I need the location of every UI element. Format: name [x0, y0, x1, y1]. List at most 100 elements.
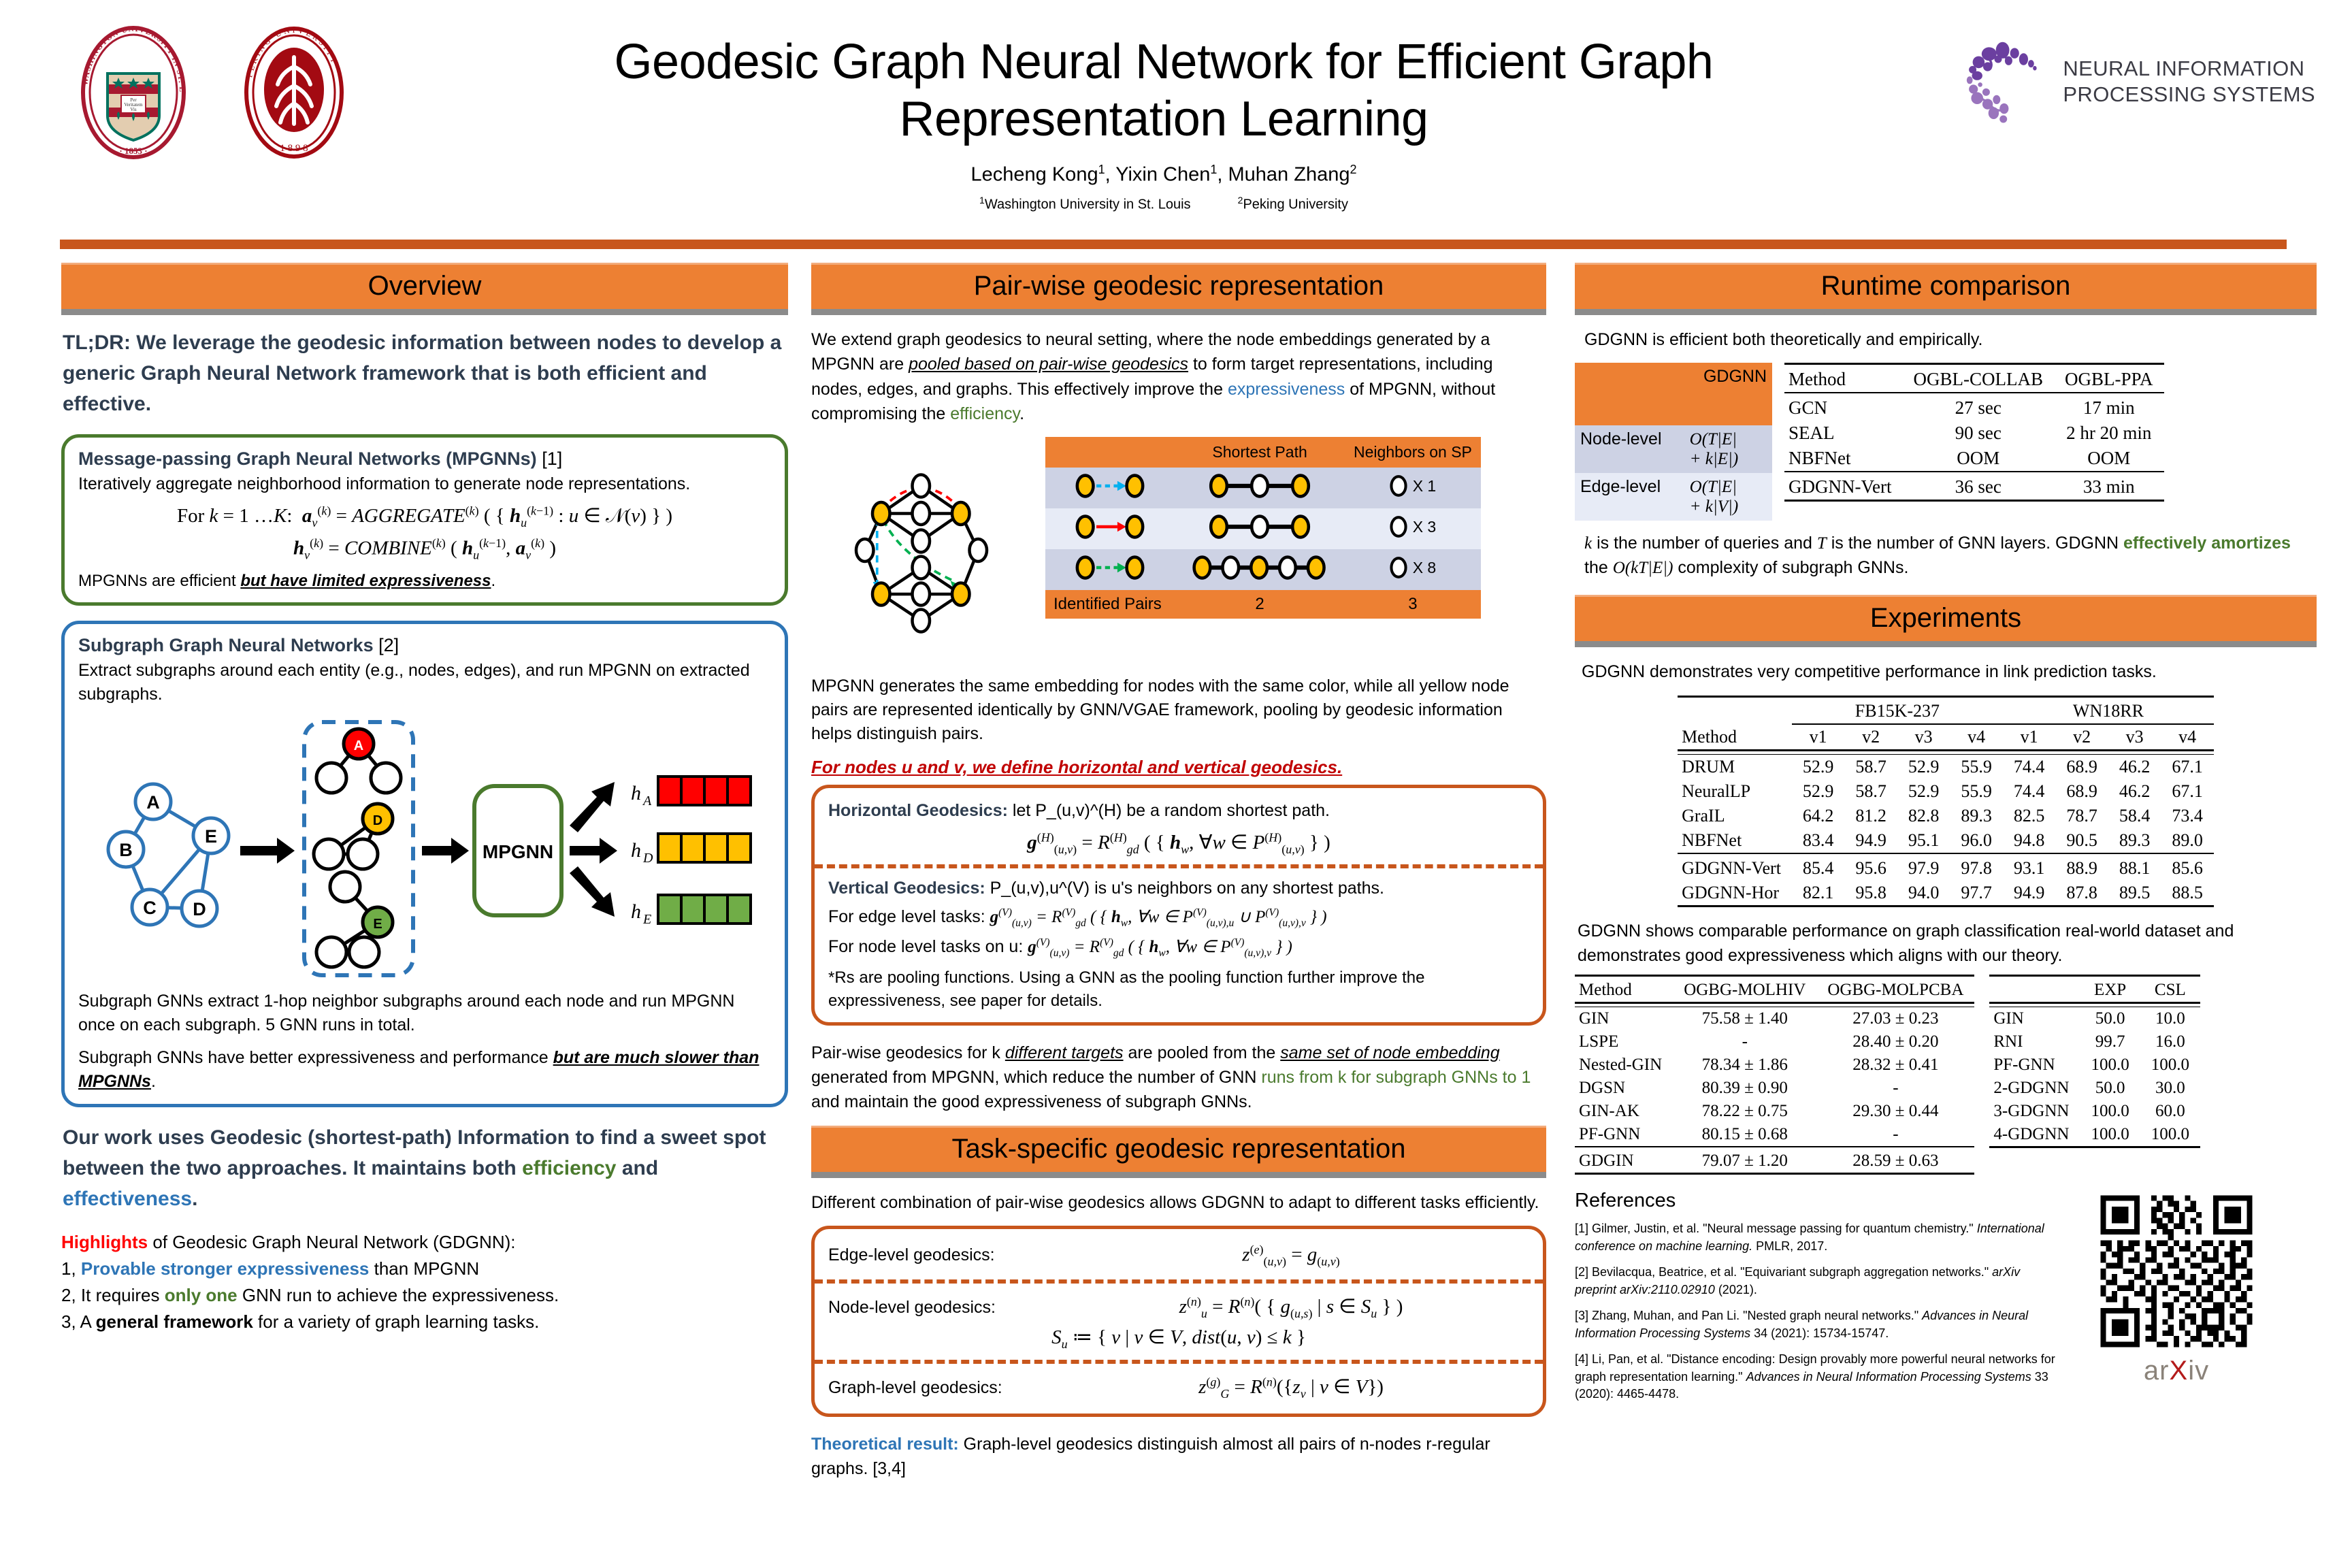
link-neurallp-fb-v3: 52.9	[1908, 781, 1940, 801]
runtime-intro: GDGNN is efficient both theoretically an…	[1584, 330, 1983, 349]
table-row: GIN-AK 78.22 ± 0.75 29.30 ± 0.44	[1575, 1100, 1974, 1123]
sp-neighbors-count-2: X 3	[1412, 517, 1437, 536]
mol-ginak-molhiv: 78.22 ± 0.75	[1701, 1101, 1788, 1120]
left-logos: Per Veritatem Vis · 1853 · WASHINGTON UN…	[65, 24, 362, 161]
runtime-row-seal-ppa: 2 hr 20 min	[2066, 422, 2152, 443]
svg-text:B: B	[119, 840, 133, 860]
link-neurallp-fb-v2: 58.7	[1855, 781, 1886, 801]
runtime-benchmark-table: Method OGBL-COLLAB OGBL-PPA GCN 27 sec 1…	[1784, 363, 2164, 504]
reference-4-venue: Advances in Neural Information Processin…	[1746, 1369, 2031, 1384]
table-row: GIN 75.58 ± 1.40 27.03 ± 0.23	[1575, 1007, 1974, 1030]
table-header-row: Method v1 v2 v3 v4 v1 v2 v3 v4	[1678, 724, 2214, 751]
qr-column[interactable]: arXiv	[2081, 1190, 2272, 1386]
sp-pair-3	[1045, 549, 1175, 590]
closing-d: and maintain the good expressiveness of …	[811, 1092, 1252, 1112]
column-middle: Pair-wise geodesic representation We ext…	[811, 263, 1546, 1492]
table-header-row: EXP CSL	[1989, 979, 2200, 1003]
exp-2gdgnn-method: 2-GDGNN	[1993, 1078, 2070, 1097]
sp-path-1	[1175, 468, 1345, 508]
table-header-row: GDGNN	[1575, 363, 1772, 426]
exp-3gdgnn-method: 3-GDGNN	[1993, 1101, 2070, 1120]
mol-col-method: Method	[1579, 980, 1632, 999]
shortest-path-table: Shortest Path Neighbors on SP	[1045, 437, 1481, 619]
theoretical-result-text: Graph-level geodesics distinguish almost…	[811, 1434, 1490, 1479]
section-title-experiments: Experiments	[1869, 603, 2022, 634]
link-gdgnnvert-wn-v2: 88.9	[2066, 858, 2097, 878]
link-gdgnnhor-wn-v3: 89.5	[2119, 883, 2151, 902]
runtime-row-nbfnet-method: NBFNet	[1788, 447, 1851, 468]
mol-lspe-molpcba: 28.40 ± 0.20	[1852, 1032, 1939, 1051]
link-gdgnnvert-wn-v4: 85.6	[2172, 858, 2203, 878]
geodesic-graph-diagram	[811, 437, 1036, 665]
title-block: Geodesic Graph Neural Network for Effici…	[517, 34, 1810, 212]
subgraph-note2-end: .	[150, 1072, 156, 1092]
table-row: 2-GDGNN 50.0 30.0	[1989, 1077, 2200, 1100]
exp-4gdgnn-method: 4-GDGNN	[1993, 1124, 2070, 1143]
svg-text:D: D	[373, 813, 382, 828]
mol-nestedgin-method: Nested-GIN	[1579, 1055, 1663, 1074]
author-1: Lecheng Kong	[970, 163, 1098, 186]
peking-university-seal-icon: 1 8 9 8 PEKING UNIVERSITY	[226, 24, 362, 161]
mol-gdgin-method: GDGIN	[1579, 1151, 1634, 1170]
edge-level-equation: z(e)(u,v) = g(u,v)	[1242, 1242, 1340, 1269]
link-drum-fb-v1: 52.9	[1802, 757, 1834, 777]
references-block: References [1] Gilmer, Justin, et al. "N…	[1575, 1190, 2317, 1412]
task-geodesics-box: Edge-level geodesics: z(e)(u,v) = g(u,v)…	[811, 1225, 1546, 1417]
link-grail-fb-v3: 82.8	[1908, 806, 1940, 826]
pairwise-figure-row: Shortest Path Neighbors on SP	[811, 437, 1546, 665]
svg-text:E: E	[205, 826, 217, 847]
node-complexity-line2: + k|E|)	[1689, 450, 1739, 469]
table-footer-row: Identified Pairs 2 3	[1045, 590, 1481, 619]
reference-2-number: [2]	[1575, 1265, 1589, 1279]
sp-path-3	[1175, 549, 1345, 590]
arxiv-qr-code-icon[interactable]	[2095, 1190, 2258, 1353]
exp-4gdgnn-csl: 100.0	[2151, 1124, 2189, 1143]
svg-text:h: h	[631, 839, 641, 862]
link-gdgnnvert-fb-v2: 95.6	[1855, 858, 1886, 878]
mpgnn-box-label: MPGNN	[483, 841, 553, 862]
svg-text:A: A	[146, 792, 160, 813]
affiliation-2: Peking University	[1243, 197, 1348, 212]
sp-col-pair	[1045, 437, 1175, 468]
link-row-grail-method: GraIL	[1682, 806, 1725, 826]
link-row-nbfnet-method: NBFNet	[1682, 830, 1742, 850]
link-col-fb-v3: v3	[1914, 727, 1933, 747]
section-header-pairwise: Pair-wise geodesic representation	[811, 263, 1546, 315]
highlight-3-emphasis: general framework	[95, 1311, 253, 1332]
table-row: GDGIN 79.07 ± 1.20 28.59 ± 0.63	[1575, 1149, 1974, 1174]
link-drum-wn-v3: 46.2	[2119, 757, 2151, 777]
pairwise-intro: We extend graph geodesics to neural sett…	[811, 327, 1546, 426]
link-neurallp-wn-v3: 46.2	[2119, 781, 2151, 801]
runtime-row-seal-collab: 90 sec	[1955, 422, 2002, 443]
theoretical-result: Theoretical result: Graph-level geodesic…	[811, 1432, 1546, 1482]
svg-text:E: E	[373, 917, 382, 932]
vertical-geodesics-label: Vertical Geodesics:	[828, 879, 985, 898]
table-header-row: Method OGBG-MOLHIV OGBG-MOLPCBA	[1575, 979, 1974, 1003]
mol-gin-method: GIN	[1579, 1009, 1610, 1028]
reference-4-text-b: 33 (2020): 4465-4478.	[1575, 1369, 2048, 1401]
highlight-1-rest: than MPGNN	[369, 1258, 480, 1279]
highlights-label: Highlights	[61, 1231, 148, 1252]
exp-pfgnn-exp: 100.0	[2091, 1055, 2129, 1074]
geodesics-definition-box: Horizontal Geodesics: let P_(u,v)^(H) be…	[811, 785, 1546, 1026]
vertical-node-equation-line: For node level tasks on u: g(V)(u,v) = R…	[828, 935, 1529, 961]
runtime-row-gdgnn-method: GDGNN-Vert	[1788, 476, 1892, 497]
runtime-col-ppa: OGBL-PPA	[2064, 368, 2153, 389]
table-row: NBFNet 83.4 94.9 95.1 96.0 94.8 90.5 89.…	[1678, 828, 2214, 853]
neurips-logo: NEURAL INFORMATION PROCESSING SYSTEMS	[1961, 37, 2315, 127]
runtime-row-nbfnet-ppa: OOM	[2087, 447, 2131, 468]
mol-lspe-molhiv: -	[1742, 1032, 1748, 1051]
link-row-drum-method: DRUM	[1682, 757, 1735, 777]
reference-4-number: [4]	[1575, 1352, 1589, 1367]
neurips-line-2: PROCESSING SYSTEMS	[2063, 82, 2315, 106]
svg-text:Veritatem: Veritatem	[124, 102, 143, 108]
table-header-row: Shortest Path Neighbors on SP	[1045, 437, 1481, 468]
highlight-2-emphasis: only one	[164, 1284, 238, 1305]
link-drum-fb-v3: 52.9	[1908, 757, 1940, 777]
link-drum-wn-v4: 67.1	[2172, 757, 2203, 777]
pooling-footnote: *Rs are pooling functions. Using a GNN a…	[828, 968, 1425, 1010]
exp-rni-csl: 16.0	[2155, 1032, 2185, 1051]
link-gdgnnhor-fb-v2: 95.8	[1855, 883, 1886, 902]
mol-dgsn-molhiv: 80.39 ± 0.90	[1701, 1078, 1788, 1097]
link-nbfnet-wn-v1: 94.8	[2013, 830, 2045, 850]
